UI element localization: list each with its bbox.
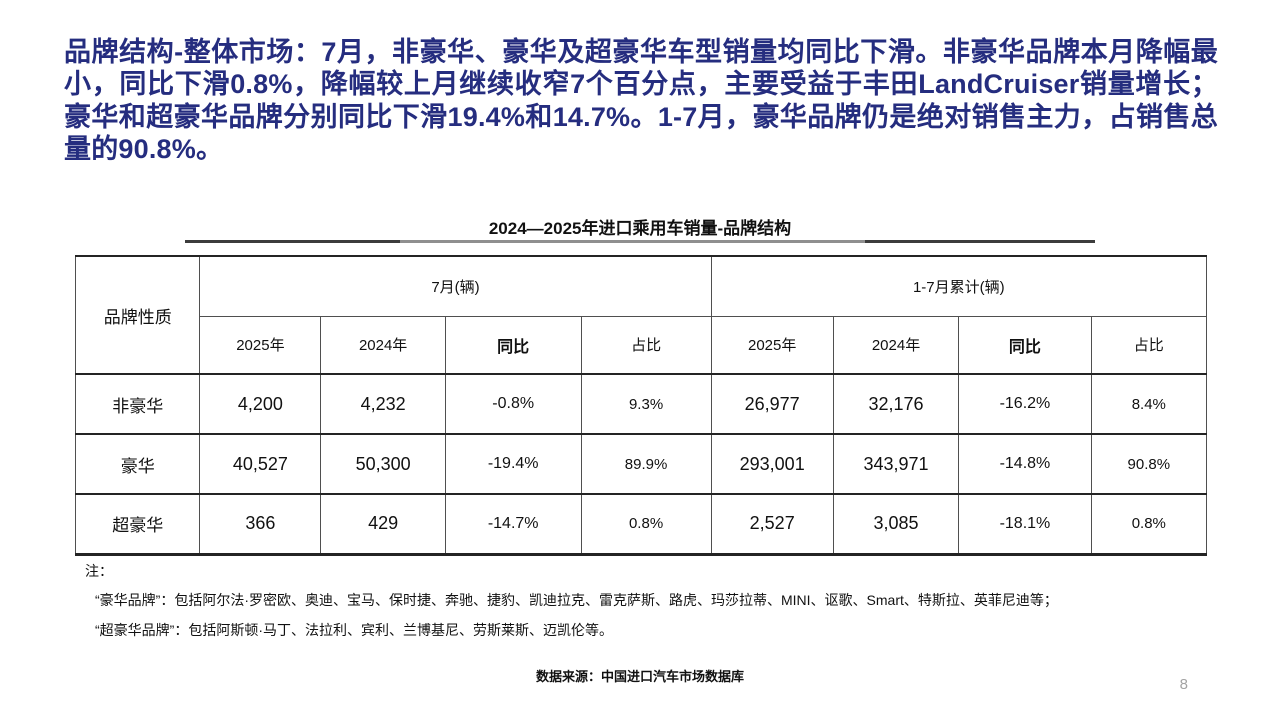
cell-yoy: -14.8% xyxy=(958,433,1092,495)
column-header-yoy: 同比 xyxy=(958,315,1092,375)
slide-headline: 品牌结构-整体市场：7月，非豪华、豪华及超豪华车型销量均同比下滑。非豪华品牌本月… xyxy=(64,37,1218,165)
cell-value: 429 xyxy=(320,493,446,556)
column-header-2024: 2024年 xyxy=(320,315,446,375)
cell-share: 0.8% xyxy=(580,493,712,556)
cell-value: 3,085 xyxy=(832,493,960,556)
column-group-jan-jul: 1-7月累计(辆) xyxy=(710,255,1208,317)
cell-value: 40,527 xyxy=(199,433,322,495)
cell-yoy: -18.1% xyxy=(958,493,1092,556)
column-header-2024: 2024年 xyxy=(832,315,960,375)
footnote-luxury-brands: “豪华品牌”：包括阿尔法·罗密欧、奥迪、宝马、保时捷、奔驰、捷豹、凯迪拉克、雷克… xyxy=(95,592,1058,609)
column-group-july: 7月(辆) xyxy=(199,255,712,317)
table-row-non-luxury: 非豪华 4,200 4,232 -0.8% 9.3% 26,977 32,176… xyxy=(74,373,1208,435)
cell-share: 0.8% xyxy=(1090,493,1208,556)
row-label: 非豪华 xyxy=(74,373,201,435)
cell-share: 9.3% xyxy=(580,373,712,435)
cell-share: 89.9% xyxy=(580,433,712,495)
cell-value: 32,176 xyxy=(832,373,960,435)
row-label: 超豪华 xyxy=(74,493,201,556)
cell-share: 8.4% xyxy=(1090,373,1208,435)
cell-yoy: -16.2% xyxy=(958,373,1092,435)
brand-structure-table: 品牌性质 7月(辆) 1-7月累计(辆) 2025年 2024年 同比 占比 2… xyxy=(74,255,1208,556)
column-header-yoy: 同比 xyxy=(444,315,582,375)
row-label: 豪华 xyxy=(74,433,201,495)
footnote-super-luxury-brands: “超豪华品牌”：包括阿斯顿·马丁、法拉利、宾利、兰博基尼、劳斯莱斯、迈凯伦等。 xyxy=(95,621,613,638)
cell-value: 26,977 xyxy=(710,373,834,435)
cell-yoy: -19.4% xyxy=(444,433,582,495)
column-header-share: 占比 xyxy=(1090,315,1208,375)
column-header-2025: 2025年 xyxy=(199,315,322,375)
column-header-brand-type: 品牌性质 xyxy=(74,255,201,375)
cell-value: 366 xyxy=(199,493,322,556)
table-title: 2024—2025年进口乘用车销量-品牌结构 xyxy=(488,219,792,238)
table-row-luxury: 豪华 40,527 50,300 -19.4% 89.9% 293,001 34… xyxy=(74,433,1208,495)
page-number: 8 xyxy=(1179,676,1188,693)
footnote-label: 注： xyxy=(85,563,113,579)
cell-value: 4,232 xyxy=(320,373,446,435)
header-group-row: 品牌性质 7月(辆) 1-7月累计(辆) xyxy=(74,255,1208,375)
column-header-share: 占比 xyxy=(580,315,712,375)
header-sub-row: 2025年 2024年 同比 占比 2025年 2024年 同比 占比 xyxy=(76,315,1208,375)
footnotes: 注： “豪华品牌”：包括阿尔法·罗密欧、奥迪、宝马、保时捷、奔驰、捷豹、凯迪拉克… xyxy=(85,561,1205,640)
column-header-2025: 2025年 xyxy=(710,315,834,375)
cell-yoy: -0.8% xyxy=(444,373,582,435)
cell-value: 2,527 xyxy=(710,493,834,556)
cell-value: 50,300 xyxy=(320,433,446,495)
data-source: 数据来源：中国进口汽车市场数据库 xyxy=(535,669,744,684)
table-title-underline xyxy=(185,240,1095,243)
cell-value: 343,971 xyxy=(832,433,960,495)
cell-yoy: -14.7% xyxy=(444,493,582,556)
cell-share: 90.8% xyxy=(1090,433,1208,495)
cell-value: 293,001 xyxy=(710,433,834,495)
cell-value: 4,200 xyxy=(199,373,322,435)
table-row-super-luxury: 超豪华 366 429 -14.7% 0.8% 2,527 3,085 -18.… xyxy=(74,493,1208,556)
